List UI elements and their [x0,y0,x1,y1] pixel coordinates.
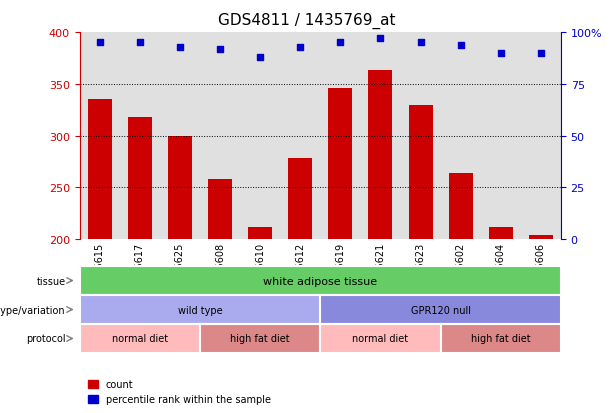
Point [95,40,105,47]
Text: normal diet: normal diet [352,334,408,344]
Bar [288,159,312,413]
Bar [88,100,112,413]
Text: genotype/variation: genotype/variation [0,305,66,315]
Point [455,42,465,49]
Bar [128,118,152,413]
Legend: count, percentile rank within the sample: count, percentile rank within the sample [85,375,275,408]
Bar [529,235,553,413]
Point [295,44,305,51]
Point [135,40,145,47]
Point [255,55,265,61]
Text: wild type: wild type [178,305,223,315]
Point [496,50,506,57]
Text: protocol: protocol [26,334,66,344]
Bar [408,105,433,413]
Point [536,50,546,57]
Bar [449,173,473,413]
Text: white adipose tissue: white adipose tissue [263,276,378,286]
Point [376,36,386,43]
Text: GPR120 null: GPR120 null [411,305,471,315]
Point [215,46,225,53]
Bar [368,71,392,413]
Point [335,40,345,47]
Bar [168,136,192,413]
Bar [208,180,232,413]
Bar [248,227,272,413]
Text: tissue: tissue [36,276,66,286]
Text: high fat diet: high fat diet [471,334,531,344]
Point [175,44,185,51]
Point [416,40,425,47]
Bar [489,227,512,413]
Bar [329,89,352,413]
Text: normal diet: normal diet [112,334,168,344]
Text: GDS4811 / 1435769_at: GDS4811 / 1435769_at [218,12,395,28]
Text: high fat diet: high fat diet [230,334,290,344]
